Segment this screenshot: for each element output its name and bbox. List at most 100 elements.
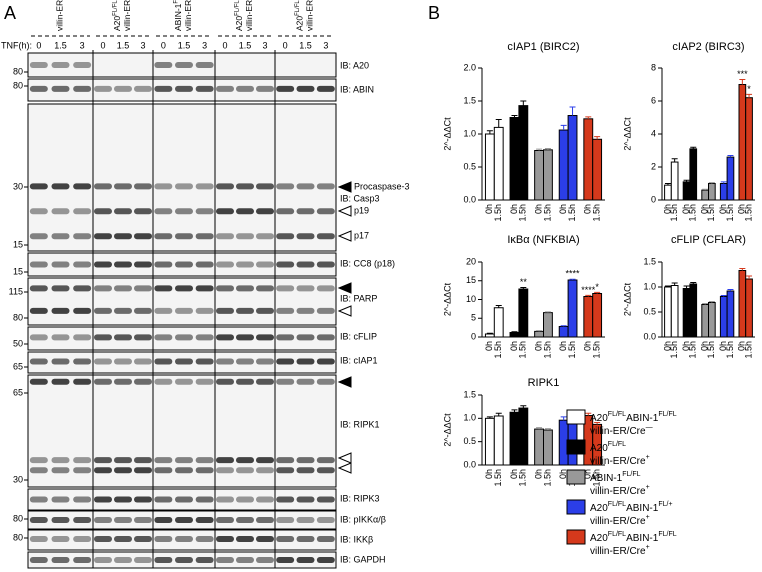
blot-band: [29, 358, 48, 365]
tnf-label: TNF(h):: [1, 40, 32, 50]
mw-label: 65: [13, 387, 23, 397]
blot-band: [216, 85, 234, 92]
blot-band: [236, 536, 254, 542]
x-tick-label: 0h: [718, 204, 728, 214]
blot-band: [154, 285, 173, 292]
blot-band: [216, 517, 234, 523]
mw-label: 30: [13, 181, 23, 191]
significance: *: [595, 282, 599, 292]
blot-band: [94, 85, 112, 92]
y-axis-label: 2^-ΔΔCt: [622, 117, 632, 151]
blot-band: [236, 85, 254, 92]
blot-band: [94, 307, 112, 314]
blot-band: [51, 557, 70, 563]
bar: [682, 288, 691, 338]
chart-title: cFLIP (CFLAR): [671, 234, 746, 246]
error-bar: [536, 148, 543, 151]
x-tick-label: 1.5h: [542, 204, 552, 222]
legend-label-part: +: [646, 484, 650, 491]
arrow-marker: [337, 205, 352, 217]
mw-label: 65: [13, 361, 23, 371]
blot-band: [276, 261, 295, 268]
legend-swatch: [566, 469, 586, 485]
blot-band: [114, 85, 132, 92]
y-tick-label: 0: [471, 331, 476, 341]
blot-band: [216, 467, 234, 474]
x-tick-label: 1.5h: [493, 469, 503, 487]
error-bar: [536, 427, 543, 430]
error-bar: [594, 136, 601, 140]
error-bar: [544, 148, 551, 150]
blot-band: [51, 358, 70, 365]
genotype-label: villin-ER/Cre+: [244, 0, 254, 31]
time-label: 0: [161, 40, 166, 50]
bar: [509, 117, 520, 201]
bar: [670, 285, 679, 338]
bar: [534, 330, 544, 338]
blot-band: [296, 378, 315, 385]
blot-band: [114, 183, 132, 190]
bar: [567, 115, 578, 201]
x-tick-label: 0h: [533, 341, 543, 351]
blot-band: [114, 208, 132, 215]
x-tick-label: 0h: [509, 341, 519, 351]
time-label: 3: [80, 40, 85, 50]
error-bar: [511, 115, 518, 118]
blot-band: [276, 536, 295, 542]
bar: [534, 150, 544, 201]
genotype-label-part: villin-ER/Cre: [122, 0, 132, 31]
blot-band: [256, 358, 274, 365]
mw-label: 30: [13, 474, 23, 484]
error-bar: [594, 291, 601, 294]
blot-band: [175, 233, 193, 240]
blot-band: [296, 261, 315, 268]
blot-band: [316, 285, 335, 292]
blot-band: [73, 183, 92, 190]
error-bar: [671, 282, 678, 286]
x-tick-label: 1.5h: [493, 204, 503, 222]
blot-band: [256, 307, 274, 314]
bar: [493, 307, 504, 338]
blot-band: [134, 307, 152, 314]
blot-band: [316, 536, 335, 542]
blot-band: [216, 496, 234, 503]
mw-label: 80: [13, 532, 23, 542]
blot-band: [114, 358, 132, 365]
x-tick-label: 0h: [509, 469, 519, 479]
error-bar: [708, 182, 715, 184]
y-tick-label: 0.0: [643, 331, 656, 341]
y-tick-label: 0.0: [463, 459, 476, 469]
bar: [558, 129, 569, 201]
y-tick-label: 0.5: [463, 436, 476, 446]
legend-swatch: [566, 409, 586, 425]
blot-band: [175, 261, 193, 268]
legend-label-part: +: [646, 514, 650, 521]
legend-label-part: ABIN-1: [626, 533, 659, 544]
blot-band: [154, 183, 173, 190]
y-tick-label: 5: [471, 313, 476, 323]
mw-label: 15: [13, 266, 23, 276]
error-bar: [511, 409, 518, 413]
bar: [493, 415, 504, 466]
blot-band: [316, 557, 335, 563]
genotype-label: villin-ER/Cre+: [183, 0, 193, 31]
bar: [543, 312, 553, 338]
error-bar: [664, 285, 671, 287]
x-tick-label: 0h: [681, 204, 691, 214]
blot-band: [256, 467, 274, 474]
x-tick-label: 0h: [700, 204, 710, 214]
error-bar: [560, 325, 567, 327]
bar: [543, 149, 553, 201]
error-bar: [569, 106, 576, 116]
x-tick-label: 0h: [681, 341, 691, 351]
blot-band: [256, 457, 274, 464]
legend-label-part: FL/FL: [608, 501, 626, 508]
blot-band: [51, 517, 70, 523]
blot-band: [175, 285, 193, 292]
bar: [543, 429, 553, 466]
error-bar: [569, 278, 576, 280]
blot-band: [175, 378, 193, 385]
bar: [726, 156, 735, 201]
blot-band: [154, 557, 173, 563]
blot-band: [114, 285, 132, 292]
